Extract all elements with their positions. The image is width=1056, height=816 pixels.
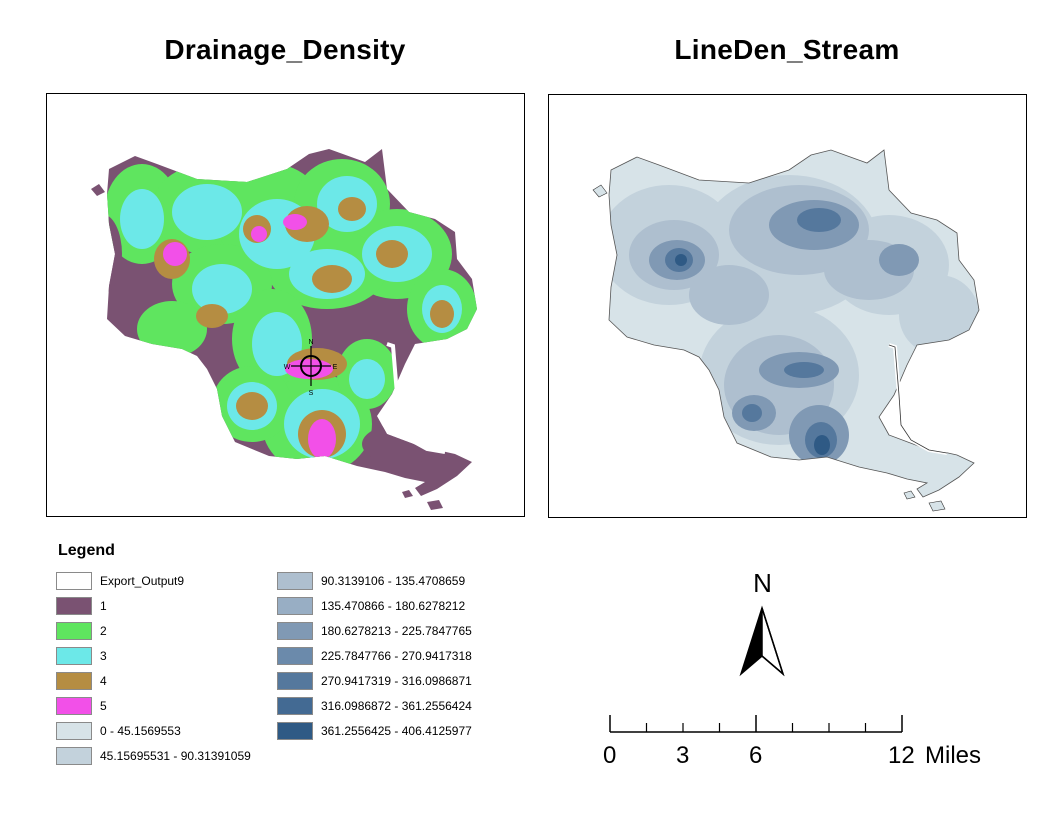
legend-swatch <box>277 672 313 690</box>
legend-swatch <box>277 722 313 740</box>
compass-e-label: E <box>333 364 338 371</box>
legend-swatch <box>56 722 92 740</box>
legend-swatch <box>277 622 313 640</box>
scale-label-3: 3 <box>676 742 690 769</box>
legend-title: Legend <box>58 542 115 559</box>
legend-label: 1 <box>100 599 107 613</box>
legend: Legend Export_Output9 1 2 3 4 5 0 - 45.1569553… <box>56 542 516 772</box>
compass-s-label: S <box>309 390 314 397</box>
legend-label: 225.7847766 - 270.9417318 <box>321 649 472 663</box>
scale-units: Miles <box>925 742 982 769</box>
scale-label-6: 6 <box>749 742 763 769</box>
legend-label: 5 <box>100 699 107 713</box>
north-arrow: N <box>725 568 800 683</box>
drainage-density-basin <box>107 149 477 496</box>
river-channel <box>888 343 948 455</box>
north-arrow-icon <box>739 605 785 677</box>
legend-label: 90.3139106 - 135.4708659 <box>321 574 466 588</box>
legend-label: 270.9417319 - 316.0986871 <box>321 674 472 688</box>
legend-label: 180.6278213 - 225.7847765 <box>321 624 472 638</box>
legend-label: 4 <box>100 674 107 688</box>
legend-swatch <box>56 647 92 665</box>
drainage-density-map[interactable]: N E S W <box>46 93 525 517</box>
river-channel <box>386 342 446 454</box>
scale-label-0: 0 <box>603 742 617 769</box>
legend-swatch <box>56 672 92 690</box>
drainage-density-map-svg: N E S W <box>91 149 477 510</box>
legend-label: 316.0986872 - 361.2556424 <box>321 699 472 713</box>
line-density-map[interactable] <box>548 94 1027 518</box>
legend-label: 361.2556425 - 406.4125977 <box>321 724 472 738</box>
compass-n-label: N <box>308 339 313 346</box>
legend-label: Export_Output9 <box>100 574 185 588</box>
legend-label: 3 <box>100 649 107 663</box>
legend-swatch <box>56 697 92 715</box>
left-map-title: Drainage_Density <box>164 34 406 65</box>
legend-swatch <box>56 572 92 590</box>
legend-label: 0 - 45.1569553 <box>100 724 181 738</box>
right-map-title: LineDen_Stream <box>674 34 900 65</box>
north-arrow-label: N <box>753 568 772 598</box>
scale-bar: 0 3 6 12 Miles <box>590 705 1010 785</box>
legend-label: 45.15695531 - 90.31391059 <box>100 749 251 763</box>
line-density-map-svg <box>592 149 980 512</box>
legend-label: 135.470866 - 180.6278212 <box>321 599 466 613</box>
compass-w-label: W <box>284 364 291 371</box>
legend-swatch <box>56 622 92 640</box>
legend-label: 2 <box>100 624 107 638</box>
legend-swatch <box>56 747 92 765</box>
legend-swatch <box>277 697 313 715</box>
legend-swatch <box>56 597 92 615</box>
scale-label-12: 12 <box>888 742 915 769</box>
inset-compass-icon: N E S W <box>284 339 338 397</box>
legend-swatch <box>277 597 313 615</box>
legend-swatch <box>277 647 313 665</box>
scale-bar-graphic <box>609 715 903 733</box>
legend-swatch <box>277 572 313 590</box>
